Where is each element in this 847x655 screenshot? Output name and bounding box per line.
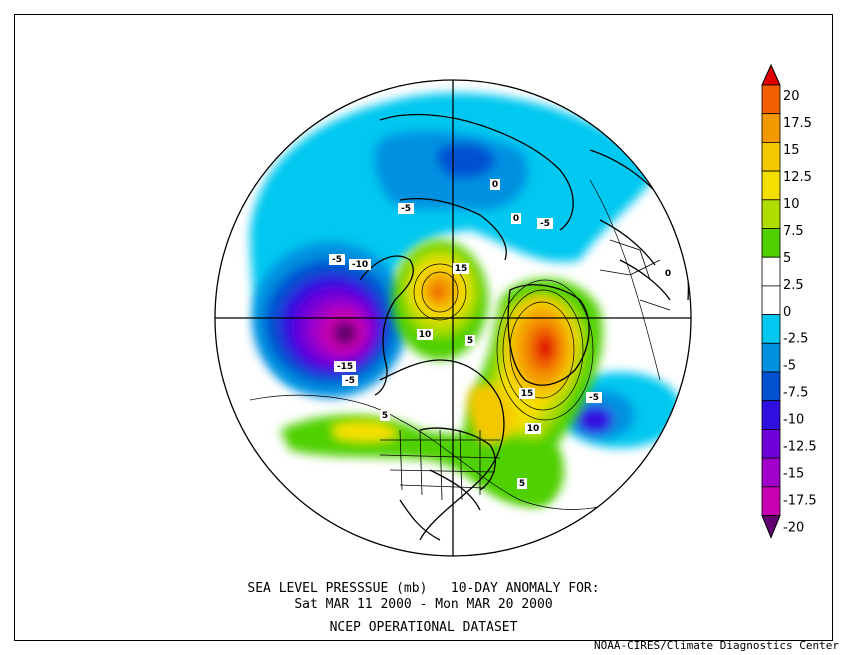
contour-label-background (519, 388, 535, 399)
colorbar-swatch (761, 342, 781, 373)
contour-label-background (453, 263, 469, 274)
coastlines (359, 113, 690, 541)
contour-label-background (511, 213, 521, 224)
colorbar-tick-label: 5 (783, 251, 791, 266)
positive-band-south-inner (330, 419, 400, 444)
colorbar-tick-label: 0 (783, 305, 791, 320)
colorbar-top-arrow (761, 63, 781, 86)
colorbar-tick-label: 10 (783, 197, 800, 212)
globe-outline (214, 79, 692, 557)
contour-label-background (490, 179, 500, 190)
contour-label: -15 (337, 362, 353, 372)
contour-label-background (349, 259, 371, 270)
contour-lines (249, 179, 661, 510)
anomaly-field (249, 92, 690, 541)
contour-label: 10 (527, 424, 540, 434)
negative-region-north-core (438, 144, 495, 177)
colorbar-tick-label: 12.5 (783, 170, 812, 185)
contour-label-background (334, 361, 356, 372)
contour-label: 0 (513, 214, 519, 224)
colorbar-tick-label: 20 (783, 89, 800, 104)
figure-frame (14, 14, 833, 641)
contour-label: 5 (467, 336, 473, 346)
colorbar-swatch (761, 199, 781, 229)
low-north-pacific (252, 242, 408, 398)
contour-label: 5 (382, 411, 388, 421)
colorbar-swatch (761, 314, 781, 344)
colorbar-tick-label: -2.5 (783, 332, 808, 347)
contour-label-background (417, 329, 433, 340)
contour-label-background (517, 478, 527, 489)
colorbar-swatch (761, 84, 781, 115)
contour-label: -5 (589, 393, 599, 403)
colorbar-tick-label: 2.5 (783, 278, 804, 293)
contour-label: -5 (345, 376, 355, 386)
contour-label: -5 (401, 204, 411, 214)
colorbar-tick-label: -17.5 (783, 494, 817, 509)
contour-label-background (663, 268, 673, 279)
colorbar-tick-label: 15 (783, 143, 800, 158)
contour-label-background (586, 392, 602, 403)
colorbar-swatch (761, 457, 781, 488)
colorbar-swatch (761, 400, 781, 430)
colorbar: 20 17.5 15 12.5 10 7.5 5 2.5 0 -2.5 -5 -7.5 -10 -12.5… (761, 63, 817, 539)
colorbar-tick-label: -12.5 (783, 440, 817, 455)
colorbar-swatch (761, 113, 781, 143)
figure-title-line1: SEA LEVEL PRESSSUE (mb) 10-DAY ANOMALY F… (247, 581, 600, 596)
contour-label: -5 (540, 219, 550, 229)
colorbar-tick-label: -7.5 (783, 386, 808, 401)
contour-label: 0 (492, 180, 498, 190)
contour-label: -10 (352, 260, 368, 270)
contour-label-background (525, 423, 541, 434)
colorbar-tick-label: -5 (783, 359, 796, 374)
colorbar-tick-label: 7.5 (783, 224, 804, 239)
contour-label: 15 (521, 389, 534, 399)
colorbar-swatch (761, 486, 781, 516)
contour-label-background (537, 218, 553, 229)
contour-label-background (380, 410, 390, 421)
contour-label: 5 (519, 479, 525, 489)
contour-label-background (398, 203, 414, 214)
colorbar-swatch (761, 256, 781, 287)
colorbar-tick-label: 17.5 (783, 116, 812, 131)
contour-label-background (329, 254, 345, 265)
contour-label-background (342, 375, 358, 386)
colorbar-tick-label: -15 (783, 467, 804, 482)
colorbar-bottom-arrow (761, 515, 781, 539)
colorbar-swatch (761, 228, 781, 258)
contour-label: -5 (332, 255, 342, 265)
colorbar-swatch (761, 428, 781, 459)
contour-label-background (465, 335, 475, 346)
credit-label: NOAA-CIRES/Climate Diagnostics Center (593, 639, 839, 652)
colorbar-tick-label: -10 (783, 413, 804, 428)
contour-label: 10 (419, 330, 432, 340)
dataset-label: NCEP OPERATIONAL DATASET (329, 620, 518, 635)
colorbar-tick-label: -20 (783, 521, 804, 536)
colorbar-swatch (761, 285, 781, 315)
contour-value-labels: -5 -10 -15 -5 10 15 15 10 5 5 -5 -5 0 0 0 5 -5 (329, 179, 673, 489)
contour-label: 15 (455, 264, 468, 274)
colorbar-swatch (761, 371, 781, 402)
figure-title-line2: Sat MAR 11 2000 - Mon MAR 20 2000 (294, 597, 553, 612)
colorbar-swatch (761, 170, 781, 201)
contour-label: 0 (665, 269, 671, 279)
colorbar-swatch (761, 141, 781, 172)
